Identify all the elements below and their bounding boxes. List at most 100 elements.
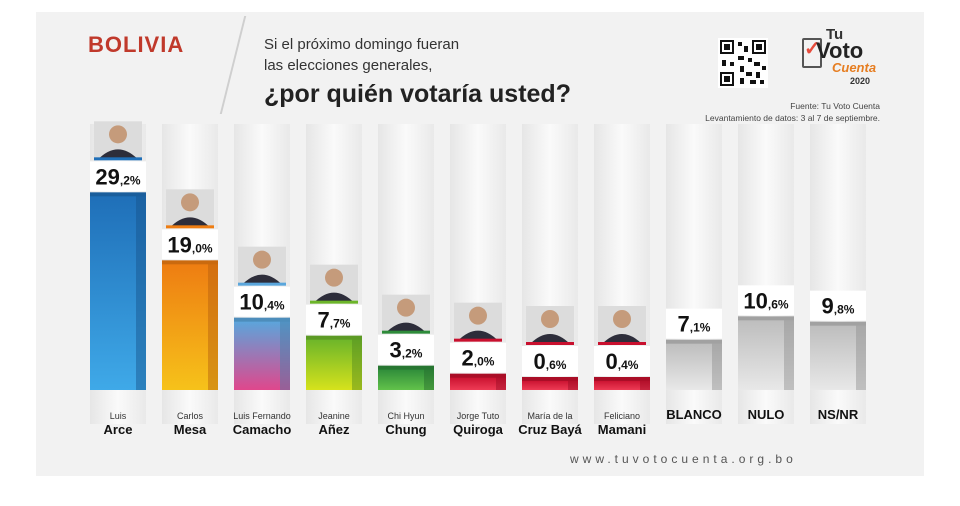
value-label-integer: 10	[239, 290, 263, 315]
bar	[810, 324, 866, 390]
bar-cap	[810, 321, 866, 326]
value-label-box	[810, 290, 866, 321]
category-label-line2: Mesa	[174, 422, 207, 437]
bar-cap	[522, 377, 578, 381]
bar	[522, 380, 578, 390]
bar	[738, 319, 794, 390]
value-label-decimal: ,4%	[264, 299, 285, 313]
category-label-line1: Luis	[110, 411, 127, 421]
category-label-line2: Mamani	[598, 422, 646, 437]
value-label-box	[378, 334, 434, 365]
value-label-decimal: ,0%	[474, 355, 495, 369]
bar-shade	[280, 320, 290, 390]
value-label: 9,8%	[822, 294, 855, 319]
bar	[306, 338, 362, 390]
value-label: 19,0%	[167, 232, 212, 257]
candidate-photo-icon	[166, 189, 214, 229]
bar-cap	[90, 192, 146, 197]
value-label-integer: 2	[462, 346, 474, 371]
value-label-integer: 9	[822, 294, 834, 319]
candidate-photo-icon	[598, 306, 646, 345]
value-label-decimal: ,1%	[690, 321, 711, 335]
logo-year: 2020	[850, 76, 871, 86]
logo-word-tu: Tu	[826, 26, 844, 43]
value-label-box	[234, 286, 290, 317]
bar	[234, 320, 290, 390]
value-label: 7,7%	[318, 308, 351, 333]
value-label: 0,6%	[534, 349, 567, 374]
bar-cap	[738, 316, 794, 321]
country-title: BOLIVIA	[88, 32, 185, 57]
bar-shade	[352, 338, 362, 390]
bar-cap	[666, 339, 722, 344]
candidate-photo-icon	[310, 264, 358, 304]
value-label-decimal: ,2%	[402, 347, 423, 361]
value-label-decimal: ,8%	[834, 303, 855, 317]
category-label-line2: Camacho	[233, 422, 292, 437]
value-label-integer: 7	[318, 308, 330, 333]
checkmark-icon: ✓	[804, 38, 821, 60]
value-label-box	[450, 342, 506, 373]
bar-shade	[424, 368, 434, 390]
source-line: Fuente: Tu Voto Cuenta	[790, 101, 880, 111]
bar-shade	[712, 342, 722, 390]
question-line-1: Si el próximo domingo fueran	[264, 36, 460, 53]
bar-shade	[496, 376, 506, 390]
bar-shade	[856, 324, 866, 390]
candidate-photo-icon	[382, 294, 430, 334]
category-label-line2: Cruz Bayá	[518, 422, 582, 437]
bar-cap	[450, 373, 506, 378]
value-label-integer: 0	[606, 349, 618, 374]
value-label-box	[666, 308, 722, 339]
bar-cap	[306, 335, 362, 340]
category-label-line2: BLANCO	[666, 407, 722, 422]
category-label-line1: Luis Fernando	[233, 411, 291, 421]
value-label-decimal: ,7%	[330, 317, 351, 331]
value-label-box	[90, 161, 146, 192]
bar	[594, 380, 650, 390]
logo-word-voto: Voto	[816, 38, 864, 63]
value-label-integer: 19	[167, 232, 191, 257]
value-label-decimal: ,0%	[192, 241, 213, 255]
value-label: 2,0%	[462, 346, 495, 371]
category-label-line2: Arce	[104, 422, 133, 437]
value-label-box	[594, 346, 650, 376]
bar-shade	[136, 195, 146, 390]
bar	[666, 342, 722, 390]
bar-shade	[640, 380, 650, 390]
value-label-integer: 0	[534, 349, 546, 374]
value-label-integer: 3	[390, 338, 402, 363]
logo-word-cuenta: Cuenta	[832, 60, 877, 75]
bar-shade	[208, 263, 218, 390]
value-label-decimal: ,6%	[768, 297, 789, 311]
tu-voto-cuenta-logo: ✓ Tu Voto Cuenta 2020	[802, 26, 882, 88]
website-link[interactable]: www.tuvotocuenta.org.bo	[570, 452, 797, 466]
value-label-decimal: ,2%	[120, 173, 141, 187]
question-line-3: ¿por quién votaría usted?	[264, 80, 571, 108]
ballot-box-icon	[802, 38, 822, 68]
bar-cap	[378, 365, 434, 370]
value-label-integer: 29	[95, 164, 119, 189]
category-label-line1: Feliciano	[604, 411, 640, 421]
bar	[450, 376, 506, 390]
category-label-line1: Jeanine	[318, 411, 350, 421]
category-label-line1: Carlos	[177, 411, 204, 421]
value-label-integer: 7	[678, 312, 690, 337]
question-line-2: las elecciones generales,	[264, 57, 433, 74]
category-label-line2: Quiroga	[453, 422, 504, 437]
value-label: 3,2%	[390, 338, 423, 363]
bar-cap	[234, 317, 290, 322]
value-label: 0,4%	[606, 349, 639, 374]
bar-cap	[594, 377, 650, 381]
value-label: 10,4%	[239, 290, 284, 315]
category-label-line2: Añez	[318, 422, 350, 437]
value-label-decimal: ,6%	[546, 358, 567, 372]
value-label: 29,2%	[95, 164, 140, 189]
candidate-photo-icon	[454, 302, 502, 342]
bar-cap	[162, 260, 218, 265]
bar	[162, 263, 218, 390]
candidate-photo-icon	[238, 246, 286, 286]
value-label-decimal: ,4%	[618, 358, 639, 372]
value-label: 10,6%	[743, 288, 788, 313]
candidate-photo-icon	[94, 121, 142, 161]
